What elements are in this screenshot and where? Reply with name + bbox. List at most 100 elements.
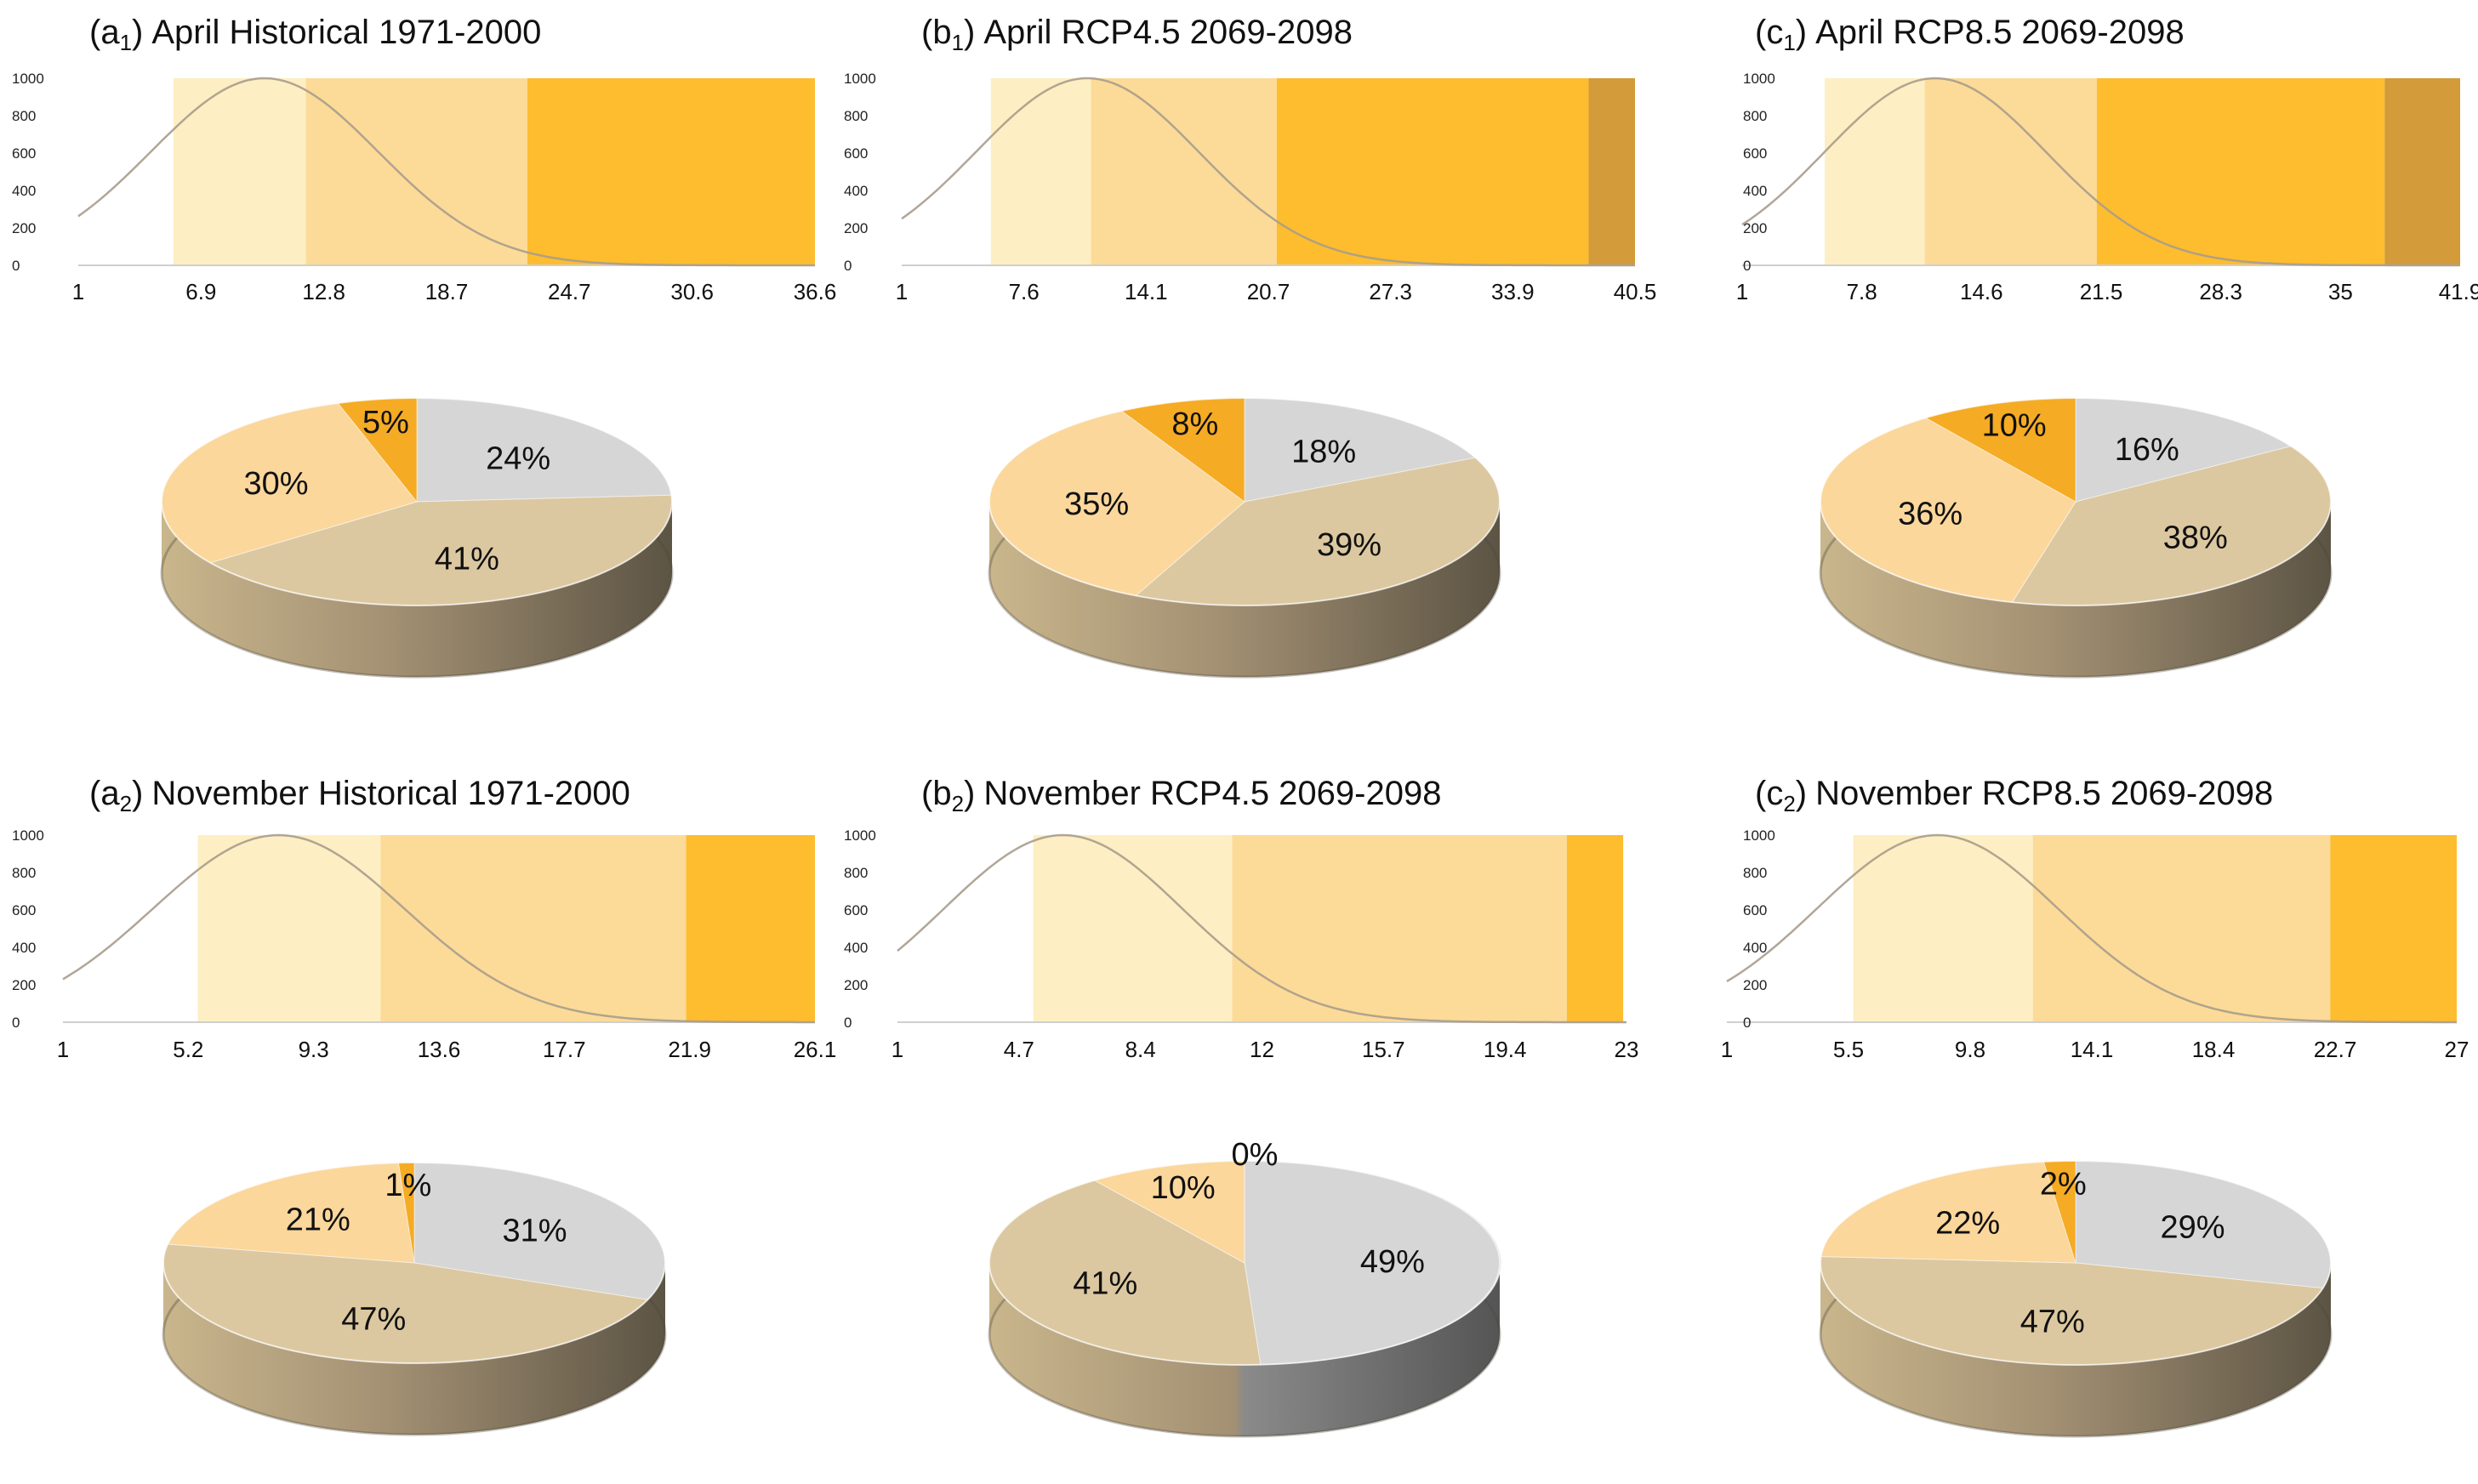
- c2-pie-label: 2%: [2040, 1167, 2087, 1203]
- b1-y-tick-label: 0: [844, 258, 852, 274]
- panel-title-text: November Historical 1971-2000: [151, 775, 630, 812]
- panel-title-a2: (a2) November Historical 1971-2000: [89, 775, 630, 816]
- panel-title-text: November RCP8.5 2069-2098: [1815, 775, 2274, 812]
- c2-x-tick-label: 22.7: [2314, 1037, 2357, 1062]
- a2-y-tick-label: 200: [12, 977, 36, 993]
- a2-pie-label: 31%: [502, 1214, 567, 1249]
- c2-band-1: [1853, 835, 2033, 1022]
- a1-band-2: [305, 78, 527, 265]
- b1-density-curve: [901, 77, 1635, 267]
- b2-pie-label: 10%: [1151, 1170, 1216, 1206]
- a1-y-tick-label: 600: [12, 145, 36, 162]
- a2-pie-label: 47%: [341, 1302, 406, 1338]
- panel-label-letter: b: [932, 775, 952, 812]
- c2-y-tick-label: 200: [1743, 977, 1767, 993]
- b1-band-4: [1588, 78, 1635, 265]
- c1-y-tick-label: 800: [1743, 108, 1767, 124]
- a2-x-tick-label: 5.2: [173, 1037, 203, 1062]
- a1-pie-label: 24%: [486, 441, 550, 476]
- c2-y-tick-label: 1000: [1743, 827, 1775, 844]
- panel-label-sub: 2: [119, 791, 133, 816]
- a1-x-tick-label: 24.7: [548, 279, 591, 304]
- a1-band-3: [527, 78, 815, 265]
- c2-pie-side: [1820, 1263, 2331, 1436]
- b1-band-2: [1091, 78, 1277, 265]
- a1-y-tick-label: 1000: [12, 71, 44, 87]
- panel-title-text: April Historical 1971-2000: [151, 14, 542, 51]
- c2-x-tick-label: 5.5: [1833, 1037, 1864, 1062]
- b2-pie-side: [989, 1263, 1500, 1436]
- c1-band-3: [2096, 78, 2385, 265]
- c2-x-tick-label: 9.8: [1955, 1037, 1985, 1062]
- c1-y-tick-label: 400: [1743, 183, 1767, 199]
- c1-density-curve: [1741, 77, 2460, 267]
- b1-pie-label: 8%: [1171, 407, 1218, 442]
- a2-pie-label: 1%: [385, 1168, 431, 1203]
- b2-pie-label: 0%: [1232, 1137, 1279, 1173]
- c1-x-tick-label: 35: [2328, 279, 2353, 304]
- c2-x-tick-label: 1: [1721, 1037, 1733, 1062]
- b2-pie-top-rim: [988, 1160, 1501, 1366]
- b2-y-tick-label: 0: [844, 1015, 852, 1031]
- a2-band-1: [197, 835, 381, 1022]
- a1-pie-top-rim: [161, 397, 673, 606]
- a1-x-tick-label: 36.6: [794, 279, 837, 304]
- b2-y-tick-label: 400: [844, 940, 868, 956]
- b1-pie-label: 39%: [1317, 527, 1381, 563]
- b1-x-tick-label: 20.7: [1247, 279, 1290, 304]
- b1-x-tick-label: 33.9: [1491, 279, 1535, 304]
- a1-x-tick-label: 6.9: [185, 279, 216, 304]
- a2-pie-side: [163, 1263, 665, 1435]
- b2-y-tick-label: 600: [844, 902, 868, 918]
- b2-band-2: [1232, 835, 1567, 1022]
- c1-x-tick-label: 1: [1736, 279, 1748, 304]
- b1-pie-label: 18%: [1291, 434, 1356, 469]
- a1-y-tick-label: 200: [12, 220, 36, 236]
- b2-x-tick-label: 1: [892, 1037, 903, 1062]
- b2-x-tick-label: 4.7: [1004, 1037, 1034, 1062]
- b2-density-curve: [897, 833, 1626, 1024]
- b1-y-tick-label: 1000: [844, 71, 876, 87]
- b2-band-1: [1033, 835, 1233, 1022]
- c2-pie-top-rim: [1820, 1160, 2332, 1366]
- c1-pie-top-rim: [1820, 397, 2332, 606]
- c1-pie-label: 38%: [2163, 520, 2228, 556]
- c1-x-tick-label: 21.5: [2080, 279, 2123, 304]
- a2-pie-top-rim: [162, 1162, 666, 1364]
- c2-pie-label: 29%: [2160, 1209, 2225, 1245]
- a2-density-curve: [62, 833, 815, 1024]
- b1-band-1: [990, 78, 1091, 265]
- a2-pie-label: 21%: [286, 1203, 350, 1238]
- b1-pie-top-rim: [988, 397, 1501, 606]
- b1-x-tick-label: 27.3: [1369, 279, 1412, 304]
- a1-y-tick-label: 800: [12, 108, 36, 124]
- panel-label-sub: 1: [951, 30, 965, 55]
- a1-band-1: [173, 78, 306, 265]
- panel-title-text: April RCP4.5 2069-2098: [983, 14, 1353, 51]
- a2-y-tick-label: 400: [12, 940, 36, 956]
- b2-y-tick-label: 1000: [844, 827, 876, 844]
- a1-pie-label: 30%: [243, 466, 308, 502]
- a1-pie-label: 41%: [435, 542, 499, 577]
- c2-y-tick-label: 0: [1743, 1015, 1751, 1031]
- panel-title-text: November RCP4.5 2069-2098: [983, 775, 1442, 812]
- a1-density-curve: [77, 77, 815, 267]
- b1-x-tick-label: 7.6: [1009, 279, 1040, 304]
- panel-label-sub: 1: [119, 30, 133, 55]
- panel-label-letter: c: [1766, 775, 1784, 812]
- a2-x-tick-label: 26.1: [794, 1037, 837, 1062]
- a1-y-tick-label: 0: [12, 258, 20, 274]
- b1-y-tick-label: 800: [844, 108, 868, 124]
- c2-pie-label: 47%: [2020, 1305, 2085, 1340]
- b2-y-tick-label: 200: [844, 977, 868, 993]
- c1-x-tick-label: 7.8: [1847, 279, 1877, 304]
- panel-title-a1: (a1) April Historical 1971-2000: [89, 14, 542, 55]
- c1-pie-label: 36%: [1898, 496, 1962, 532]
- c1-x-tick-label: 41.9: [2439, 279, 2478, 304]
- panel-label-sub: 2: [1783, 791, 1796, 816]
- a1-x-tick-label: 30.6: [670, 279, 714, 304]
- b2-x-tick-label: 8.4: [1125, 1037, 1156, 1062]
- panel-title-c1: (c1) April RCP8.5 2069-2098: [1755, 14, 2185, 55]
- c1-y-tick-label: 600: [1743, 145, 1767, 162]
- b1-x-tick-label: 14.1: [1125, 279, 1168, 304]
